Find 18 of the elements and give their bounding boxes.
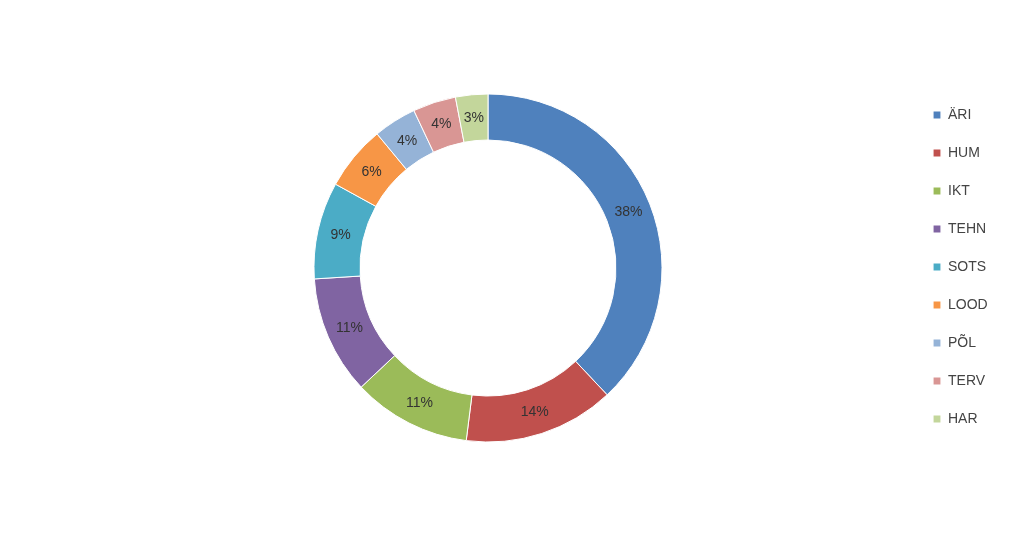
data-label: 11%: [405, 393, 433, 410]
legend-label: TERV: [948, 372, 986, 388]
data-label: 14%: [520, 402, 549, 419]
data-label: 9%: [330, 226, 351, 243]
legend-label: HUM: [948, 144, 980, 160]
legend-label: PÕL: [948, 334, 977, 350]
legend-label: TEHN: [948, 220, 987, 236]
data-label: 4%: [396, 131, 418, 148]
legend-label: SOTS: [948, 258, 987, 274]
data-label: 38%: [614, 203, 643, 220]
data-label: 4%: [431, 115, 452, 132]
data-label: 11%: [335, 318, 363, 335]
legend-label: IKT: [948, 182, 971, 198]
data-label: 6%: [361, 162, 382, 179]
data-label: 3%: [463, 108, 484, 125]
legend-label: HAR: [948, 410, 978, 426]
legend-label: ÄRI: [948, 106, 972, 122]
legend-label: LOOD: [948, 296, 988, 312]
